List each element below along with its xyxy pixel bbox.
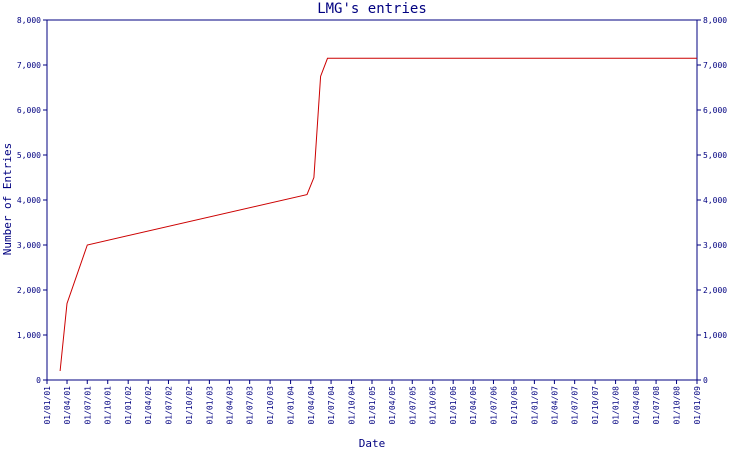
x-tick-label: 01/10/02 <box>185 386 194 425</box>
x-tick-label: 01/10/04 <box>348 386 357 425</box>
x-tick-label: 01/01/03 <box>205 386 214 425</box>
series-line <box>59 57 697 372</box>
y-tick-label-left: 4,000 <box>17 196 41 205</box>
y-tick-label-right: 4,000 <box>703 196 727 205</box>
x-tick-label: 01/07/08 <box>652 386 661 425</box>
x-axis-title: Date <box>359 437 386 450</box>
x-tick-label: 01/10/06 <box>510 386 519 425</box>
y-tick-label-left: 3,000 <box>17 241 41 250</box>
x-tick-label: 01/07/03 <box>246 386 255 425</box>
plot-area-frame <box>46 19 698 381</box>
x-tick-label: 01/07/05 <box>408 386 417 425</box>
x-tick-label: 01/04/08 <box>632 386 641 425</box>
y-tick-label-left: 1,000 <box>17 331 41 340</box>
series-lines <box>59 57 697 372</box>
y-tick-label-left: 5,000 <box>17 151 41 160</box>
x-tick-label: 01/07/06 <box>489 386 498 425</box>
y-tick-label-right: 1,000 <box>703 331 727 340</box>
x-tick-label: 01/07/02 <box>164 386 173 425</box>
x-tick-label: 01/04/07 <box>550 386 559 425</box>
y-tick-label-left: 0 <box>36 376 41 385</box>
y-tick-label-left: 6,000 <box>17 106 41 115</box>
x-tick-label: 01/01/07 <box>530 386 539 425</box>
x-tick-label: 01/10/03 <box>266 386 275 425</box>
x-tick-label: 01/01/06 <box>449 386 458 425</box>
x-tick-label: 01/10/07 <box>591 386 600 425</box>
tick-labels: 0 0 1,000 1,000 2,000 2,000 3,000 3,000 4,000 4,0… <box>17 16 727 425</box>
y-tick-label-right: 2,000 <box>703 286 727 295</box>
x-tick-label: 01/01/02 <box>124 386 133 425</box>
y-tick-label-right: 0 <box>703 376 708 385</box>
x-tick-label: 01/04/05 <box>388 386 397 425</box>
x-tick-label: 01/07/07 <box>571 386 580 425</box>
y-tick-label-left: 7,000 <box>17 61 41 70</box>
x-tick-label: 01/01/08 <box>612 386 621 425</box>
x-tick-label: 01/01/01 <box>43 386 52 425</box>
y-tick-label-right: 3,000 <box>703 241 727 250</box>
x-tick-label: 01/07/01 <box>83 386 92 425</box>
y-tick-label-left: 8,000 <box>17 16 41 25</box>
y-tick-label-right: 5,000 <box>703 151 727 160</box>
x-tick-label: 01/01/04 <box>287 386 296 425</box>
x-tick-label: 01/04/02 <box>144 386 153 425</box>
x-tick-label: 01/01/05 <box>368 386 377 425</box>
x-tick-label: 01/04/01 <box>63 386 72 425</box>
x-tick-label: 01/04/03 <box>225 386 234 425</box>
x-tick-label: 01/10/05 <box>429 386 438 425</box>
x-tick-label: 01/07/04 <box>327 386 336 425</box>
x-tick-label: 01/10/01 <box>104 386 113 425</box>
x-tick-label: 01/10/08 <box>673 386 682 425</box>
y-tick-label-right: 6,000 <box>703 106 727 115</box>
x-tick-label: 01/04/04 <box>307 386 316 425</box>
y-axis-title: Number of Entries <box>1 143 14 256</box>
chart-title: LMG's entries <box>317 1 427 17</box>
y-tick-label-left: 2,000 <box>17 286 41 295</box>
y-tick-label-right: 7,000 <box>703 61 727 70</box>
axis-ticks <box>43 19 701 384</box>
x-tick-label: 01/01/09 <box>693 386 702 425</box>
x-tick-label: 01/04/06 <box>469 386 478 425</box>
y-tick-label-right: 8,000 <box>703 16 727 25</box>
